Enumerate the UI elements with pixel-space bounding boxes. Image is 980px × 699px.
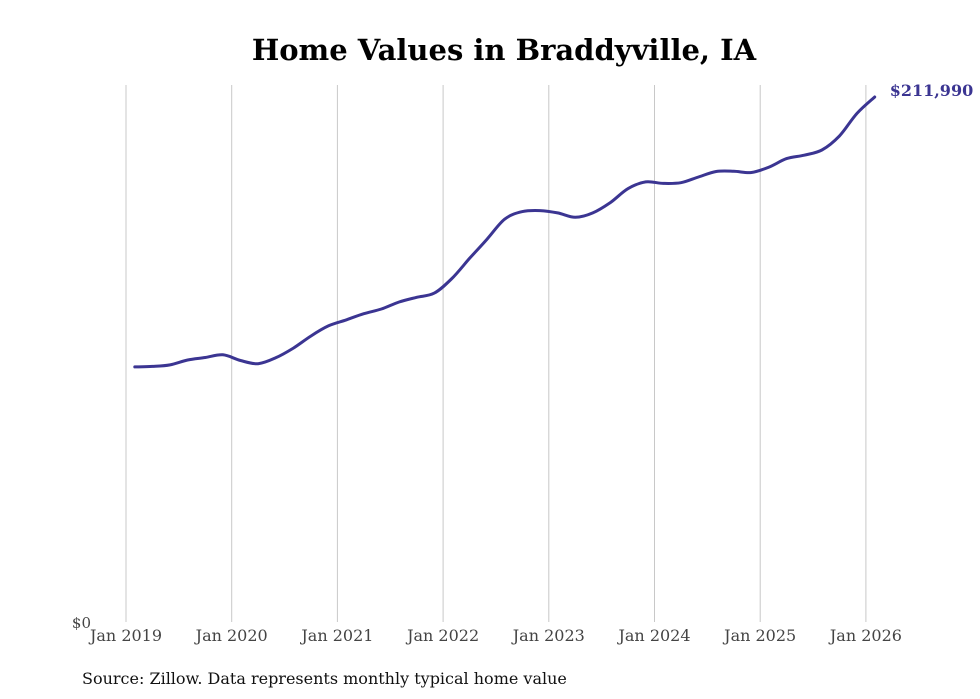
x-tick-label: Jan 2026 xyxy=(828,626,902,645)
x-axis-tick-labels: Jan 2019 Jan 2020 Jan 2021 Jan 2022 Jan 2023… xyxy=(88,626,902,645)
home-value-line xyxy=(133,95,877,369)
x-tick-label: Jan 2022 xyxy=(405,626,479,645)
chart-title: Home Values in Braddyville, IA xyxy=(252,33,757,67)
latest-value-label: $211,990 xyxy=(890,81,974,100)
x-tick-label: Jan 2021 xyxy=(299,626,373,645)
x-tick-label: Jan 2024 xyxy=(616,626,690,645)
x-tick-label: Jan 2020 xyxy=(194,626,268,645)
x-tick-label: Jan 2025 xyxy=(722,626,796,645)
y-axis-zero-label: $0 xyxy=(72,614,91,632)
vertical-gridlines xyxy=(125,85,867,622)
x-tick-label: Jan 2019 xyxy=(88,626,162,645)
source-note: Source: Zillow. Data represents monthly … xyxy=(82,669,567,688)
x-tick-label: Jan 2023 xyxy=(511,626,585,645)
